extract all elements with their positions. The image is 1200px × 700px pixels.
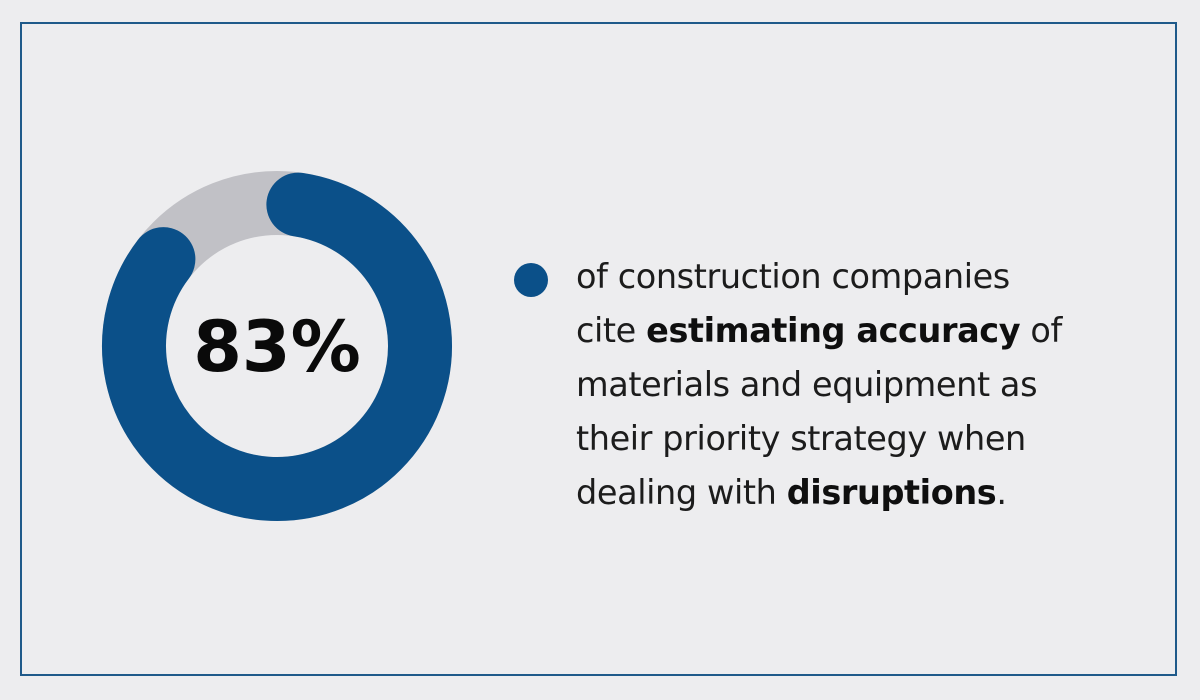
legend-dot: [514, 263, 548, 297]
description-line-3: materials and equipment as: [576, 365, 1038, 404]
donut-value-slice: [102, 172, 452, 521]
description-line-1: of construction companies: [576, 257, 1010, 296]
description-line-2: cite estimating accuracy of: [576, 311, 1062, 350]
donut-center-label: 83%: [193, 306, 361, 388]
emphasis-estimating-accuracy: estimating accuracy: [646, 311, 1021, 350]
description-line-5: dealing with disruptions.: [576, 473, 1007, 512]
emphasis-disruptions: disruptions: [786, 473, 997, 512]
infographic-frame: [20, 22, 1177, 676]
stat-description: of construction companies cite estimatin…: [576, 250, 1136, 520]
description-line-4: their priority strategy when: [576, 419, 1026, 458]
